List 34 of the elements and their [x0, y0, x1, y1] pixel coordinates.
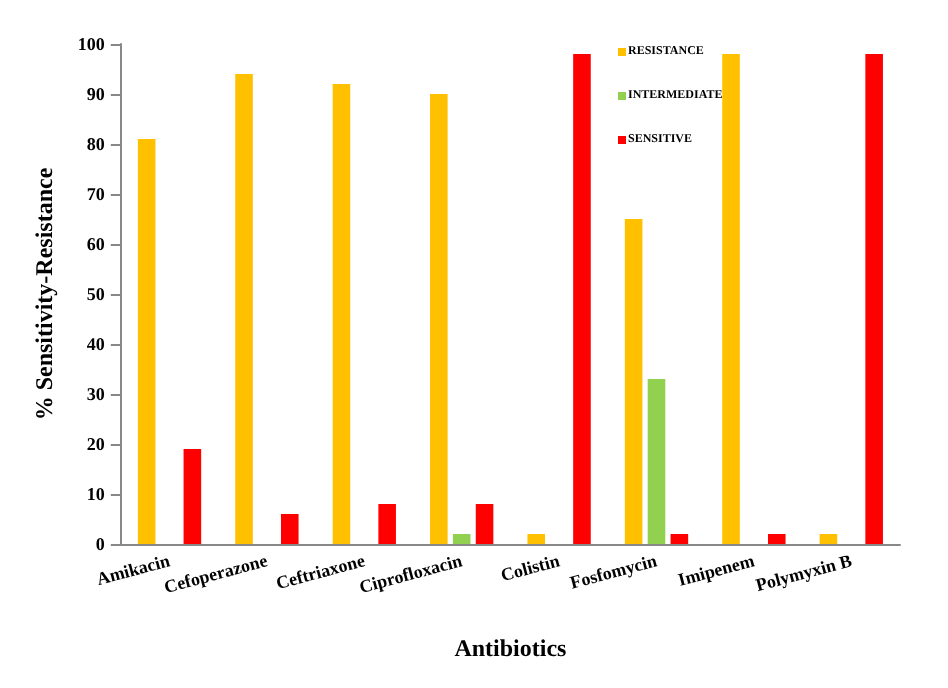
y-tick-label: 20	[86, 434, 106, 454]
y-tick-label: 40	[86, 334, 106, 354]
bar	[722, 54, 740, 544]
x-axis-title: Antibiotics	[454, 634, 568, 662]
bar	[475, 504, 494, 544]
bar	[235, 74, 253, 544]
y-tick-label: 50	[86, 284, 106, 304]
bar	[767, 534, 786, 544]
y-tick-label: 80	[86, 134, 106, 154]
y-tick-label: 70	[86, 184, 106, 204]
y-axis-title: % Sensitivity-Resistance	[30, 166, 58, 421]
bar	[647, 379, 666, 544]
y-tick-label: 30	[86, 384, 106, 404]
y-tick-label: 90	[86, 84, 106, 104]
bar	[183, 449, 202, 544]
bar	[378, 504, 396, 544]
bar	[865, 54, 883, 544]
bar	[332, 84, 351, 544]
x-tick-label: Colistin	[498, 550, 562, 586]
x-tick-label: Polymyxin B	[753, 550, 854, 596]
bar	[527, 534, 546, 544]
bar	[819, 534, 838, 544]
y-tick-label: 10	[86, 484, 106, 504]
y-tick-label: 0	[95, 534, 106, 554]
x-tick-label: Imipenem	[675, 550, 758, 590]
bar	[137, 139, 156, 544]
bar	[452, 534, 471, 544]
bar	[670, 534, 689, 544]
bar	[573, 54, 591, 544]
y-tick-label: 100	[77, 34, 106, 54]
y-tick-label: 60	[86, 234, 106, 254]
bar	[624, 219, 643, 544]
bar	[280, 514, 299, 544]
bar	[430, 94, 448, 544]
